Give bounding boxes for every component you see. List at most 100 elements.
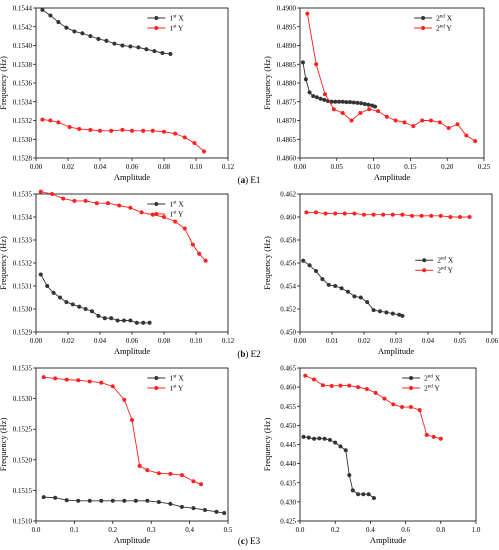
y-tick-label: 0.425 — [280, 518, 296, 526]
x-tick-label: 0.04 — [94, 337, 107, 345]
data-point — [364, 386, 369, 392]
data-point — [41, 495, 46, 500]
data-point — [429, 213, 434, 218]
data-point — [377, 309, 383, 314]
data-point — [373, 104, 378, 109]
data-point — [49, 191, 55, 197]
x-tick-label: 0.1 — [70, 526, 79, 534]
data-point — [340, 110, 345, 116]
data-point — [120, 127, 125, 132]
data-point — [102, 316, 107, 321]
y-tick-label: 0.1534 — [13, 98, 33, 106]
data-point — [88, 127, 93, 132]
data-point — [156, 471, 161, 476]
legend-marker — [154, 16, 159, 20]
data-point — [304, 210, 309, 215]
x-axis-label: Amplitude — [370, 535, 407, 545]
plot-frame — [299, 367, 477, 522]
chart-e2-2nd: 0.00 0.01 0.02 0.03 0.04 0.05 0.06 0.450 0.452 0.… — [262, 191, 499, 357]
data-point — [320, 383, 325, 388]
y-tick-label: 0.1531 — [13, 283, 33, 291]
data-point — [301, 434, 306, 439]
legend-entry: 1st X — [169, 14, 184, 23]
data-point — [83, 198, 88, 203]
y-tick-label: 0.1538 — [13, 61, 33, 69]
legend-entry: 1st X — [169, 374, 184, 383]
data-point — [384, 114, 389, 119]
y-tick-label: 0.1530 — [13, 136, 33, 144]
data-point — [350, 488, 355, 493]
data-point — [45, 283, 50, 289]
data-point — [473, 139, 478, 144]
data-point — [64, 377, 69, 382]
data-point — [314, 62, 319, 67]
data-point — [40, 7, 45, 12]
data-point — [300, 60, 305, 65]
data-point — [96, 313, 101, 318]
data-point — [366, 492, 371, 497]
data-point — [393, 118, 398, 123]
data-point — [342, 211, 347, 216]
data-point — [197, 251, 202, 256]
data-point — [438, 436, 443, 441]
data-point — [112, 41, 117, 46]
y-tick-label: 0.4880 — [277, 80, 297, 88]
data-point — [64, 498, 69, 503]
data-point — [87, 379, 92, 384]
x-tick-label: 0.0 — [296, 526, 305, 534]
data-point — [382, 396, 387, 401]
data-point — [352, 211, 357, 216]
y-tick-label: 0.455 — [280, 403, 296, 411]
data-point — [362, 101, 367, 107]
data-point — [329, 383, 334, 389]
data-point — [110, 384, 115, 389]
data-point — [347, 473, 352, 478]
data-point — [336, 99, 342, 104]
data-point — [448, 214, 453, 220]
legend-entry: 1st Y — [169, 384, 184, 393]
x-tick-label: 0.02 — [62, 163, 75, 171]
x-tick-label: 0.15 — [404, 163, 417, 171]
data-point — [83, 306, 88, 312]
data-point — [347, 383, 352, 388]
y-axis-label: Frequency (Hz) — [0, 236, 8, 290]
y-tick-label: 0.1534 — [13, 214, 33, 222]
data-point — [322, 97, 327, 102]
data-point — [182, 226, 187, 231]
y-tick-label: 0.450 — [280, 329, 296, 337]
data-point — [202, 507, 208, 513]
x-tick-label: 0.25 — [478, 163, 491, 171]
data-point — [344, 100, 349, 105]
chart-e3-2nd: 0.0 0.2 0.4 0.6 0.8 1.0 0.425 0.430 0.435 0.440 0.… — [262, 365, 481, 546]
x-tick-label: 0.00 — [294, 337, 307, 345]
x-tick-label: 0.00 — [294, 163, 307, 171]
data-point — [120, 43, 125, 48]
y-axis-label: Frequency (Hz) — [0, 418, 8, 472]
data-point — [161, 214, 167, 220]
data-point — [347, 100, 353, 105]
y-tick-label: 0.4895 — [277, 23, 297, 31]
y-tick-label: 0.1515 — [13, 487, 33, 495]
y-tick-label: 0.430 — [280, 498, 296, 506]
data-point — [391, 402, 396, 407]
data-point — [76, 498, 81, 503]
x-tick-label: 0.20 — [441, 163, 454, 171]
y-tick-label: 0.1520 — [13, 456, 33, 464]
data-point — [351, 100, 356, 105]
data-point — [80, 31, 85, 36]
data-point — [390, 212, 395, 217]
data-point — [365, 300, 370, 305]
y-tick-label: 0.440 — [280, 460, 296, 468]
y-tick-label: 0.462 — [280, 191, 296, 199]
y-tick-label: 0.1525 — [13, 426, 33, 434]
data-point — [134, 320, 139, 325]
y-tick-label: 0.1544 — [13, 5, 33, 13]
data-point — [417, 408, 422, 413]
data-point — [122, 498, 127, 503]
x-tick-label: 0.06 — [126, 337, 139, 345]
data-point — [191, 479, 196, 484]
data-point — [358, 110, 363, 116]
legend-marker — [154, 26, 159, 30]
data-point — [371, 495, 376, 501]
x-tick-label: 0.00 — [30, 337, 43, 345]
